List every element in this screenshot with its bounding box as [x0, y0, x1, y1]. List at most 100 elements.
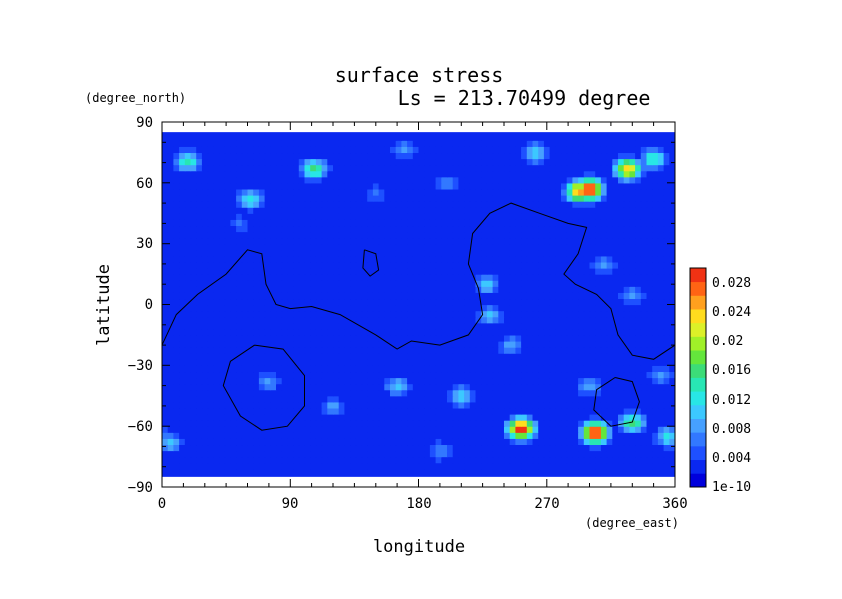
field-cell: [486, 274, 494, 281]
field-cell: [230, 164, 237, 172]
field-cell: [635, 322, 642, 330]
field-cell: [418, 462, 425, 470]
field-cell: [253, 322, 260, 330]
field-cell: [201, 280, 209, 287]
field-cell: [458, 195, 465, 202]
field-cell: [281, 328, 288, 336]
field-cell: [196, 401, 203, 409]
field-cell: [258, 213, 266, 220]
field-cell: [578, 414, 585, 421]
field-cell: [293, 407, 300, 415]
field-cell: [646, 310, 653, 318]
field-cell: [247, 280, 254, 287]
field-cell: [395, 188, 402, 196]
field-cell: [561, 310, 568, 318]
field-cell: [378, 237, 385, 245]
field-cell: [418, 158, 425, 166]
field-cell: [281, 286, 288, 293]
field-cell: [589, 389, 596, 397]
field-cell: [441, 201, 448, 208]
field-cell: [276, 182, 283, 190]
field-cell: [304, 274, 311, 281]
field-cell: [179, 237, 186, 245]
field-cell: [612, 316, 619, 324]
field-cell: [566, 188, 573, 196]
field-cell: [384, 414, 391, 421]
field-cell: [595, 383, 602, 391]
field-cell: [521, 468, 528, 476]
field-cell: [618, 304, 625, 312]
field-cell: [247, 188, 254, 196]
field-cell: [281, 219, 288, 227]
field-cell: [207, 322, 214, 330]
field-cell: [657, 152, 665, 160]
field-cell: [566, 359, 573, 366]
field-cell: [640, 432, 648, 439]
field-cell: [224, 401, 231, 409]
field-cell: [469, 261, 477, 269]
field-cell: [253, 377, 260, 385]
field-cell: [526, 438, 534, 446]
field-cell: [367, 286, 374, 293]
field-cell: [595, 182, 602, 190]
field-cell: [407, 237, 414, 245]
field-cell: [589, 341, 596, 348]
field-cell: [532, 389, 539, 397]
field-cell: [184, 365, 192, 373]
field-cell: [372, 231, 380, 239]
field-cell: [543, 383, 551, 391]
field-cell: [281, 182, 288, 190]
field-cell: [241, 280, 249, 287]
field-cell: [287, 170, 294, 178]
field-cell: [509, 468, 516, 476]
field-cell: [635, 414, 642, 421]
field-cell: [298, 444, 306, 452]
field-cell: [652, 164, 659, 172]
field-cell: [270, 182, 277, 190]
field-cell: [600, 152, 608, 160]
field-cell: [486, 207, 494, 214]
field-cell: [162, 146, 169, 154]
field-cell: [612, 195, 619, 202]
field-cell: [464, 201, 471, 208]
field-cell: [361, 286, 368, 293]
field-cell: [219, 292, 226, 300]
field-cell: [469, 359, 477, 366]
field-cell: [230, 255, 237, 263]
field-cell: [481, 353, 488, 360]
field-cell: [486, 407, 494, 415]
field-cell: [549, 383, 556, 391]
field-cell: [184, 286, 192, 293]
field-cell: [498, 377, 505, 385]
field-cell: [595, 280, 602, 287]
field-cell: [600, 347, 608, 354]
field-cell: [538, 164, 545, 172]
field-cell: [566, 207, 573, 214]
field-cell: [447, 426, 454, 433]
field-cell: [640, 298, 648, 306]
field-cell: [532, 225, 539, 233]
field-cell: [276, 371, 283, 379]
field-cell: [201, 450, 209, 458]
field-cell: [173, 170, 180, 178]
field-cell: [196, 152, 203, 160]
field-cell: [184, 341, 192, 348]
field-cell: [270, 249, 277, 257]
field-cell: [640, 176, 648, 184]
field-cell: [429, 310, 437, 318]
field-cell: [452, 268, 459, 275]
field-cell: [657, 383, 665, 391]
field-cell: [327, 407, 334, 415]
field-cell: [635, 341, 642, 348]
field-cell: [298, 365, 306, 373]
field-cell: [663, 170, 670, 178]
field-cell: [327, 353, 334, 360]
field-cell: [173, 237, 180, 245]
field-cell: [532, 328, 539, 336]
field-cell: [270, 268, 277, 275]
field-cell: [447, 268, 454, 275]
field-cell: [583, 328, 591, 336]
field-cell: [258, 261, 266, 269]
field-cell: [241, 401, 249, 409]
field-cell: [452, 462, 459, 470]
